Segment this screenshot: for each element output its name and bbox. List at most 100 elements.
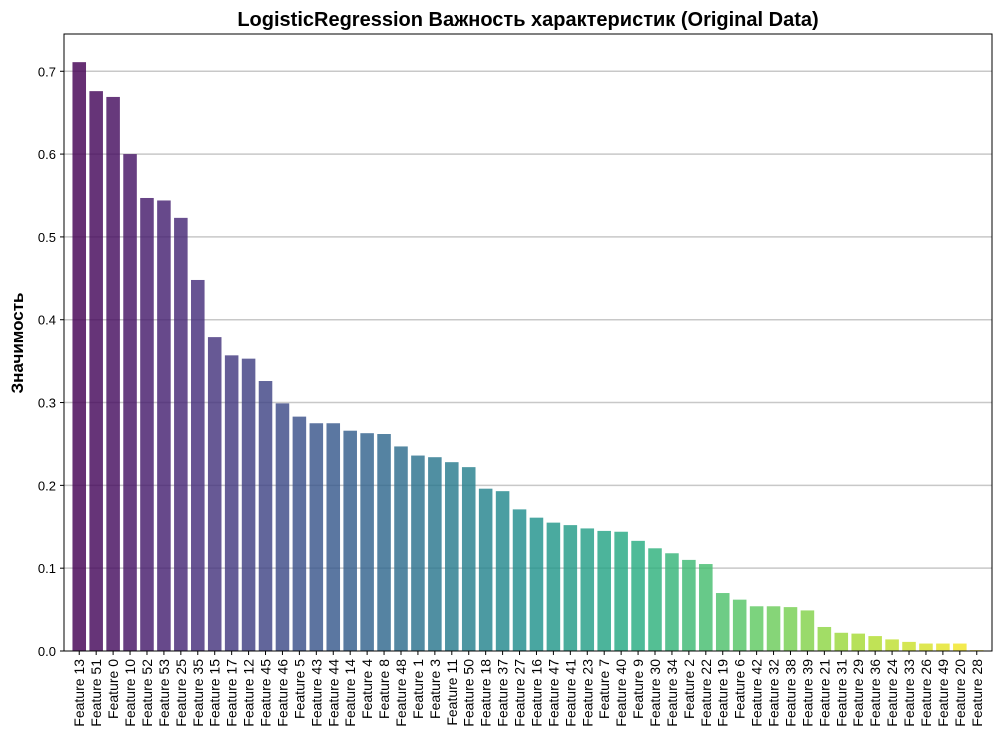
x-tick-label: Feature 12 bbox=[241, 659, 257, 727]
y-axis-label: Значимость bbox=[8, 292, 27, 393]
x-tick-label: Feature 0 bbox=[105, 659, 121, 719]
y-tick-label: 0.0 bbox=[38, 644, 56, 659]
x-tick-label: Feature 10 bbox=[122, 659, 138, 727]
bar bbox=[140, 197, 154, 652]
y-tick-label: 0.2 bbox=[38, 478, 56, 493]
bar bbox=[902, 641, 916, 651]
bar bbox=[648, 548, 662, 651]
bar bbox=[191, 279, 205, 651]
bar bbox=[106, 96, 120, 651]
bar bbox=[360, 433, 374, 651]
x-tick-label: Feature 7 bbox=[596, 659, 612, 719]
bar bbox=[495, 491, 510, 651]
x-tick-label: Feature 39 bbox=[799, 659, 815, 727]
bar bbox=[783, 607, 798, 651]
x-tick-label: Feature 28 bbox=[969, 659, 985, 727]
x-axis-ticks: Feature 13 Feature 51 Feature 0 Feature 10 F… bbox=[71, 651, 985, 727]
y-tick-label: 0.1 bbox=[38, 561, 56, 576]
y-tick-label: 0.3 bbox=[38, 396, 56, 411]
x-tick-label: Feature 47 bbox=[545, 659, 561, 727]
bar bbox=[614, 531, 628, 651]
bar bbox=[563, 525, 578, 651]
bar bbox=[275, 403, 290, 651]
x-tick-label: Feature 33 bbox=[901, 659, 917, 727]
x-tick-label: Feature 49 bbox=[935, 659, 951, 727]
bar bbox=[665, 553, 679, 651]
chart-title: LogisticRegression Важность характеристи… bbox=[237, 9, 818, 31]
x-tick-label: Feature 19 bbox=[715, 659, 731, 727]
x-tick-label: Feature 14 bbox=[342, 659, 358, 727]
x-tick-label: Feature 51 bbox=[88, 659, 104, 727]
bar bbox=[411, 455, 425, 651]
bar bbox=[732, 599, 747, 651]
x-tick-label: Feature 50 bbox=[461, 659, 477, 727]
bar bbox=[512, 509, 527, 651]
x-tick-label: Feature 24 bbox=[884, 659, 900, 727]
bar bbox=[292, 416, 307, 651]
y-axis-ticks: 0.0 0.1 0.2 0.3 0.4 0.5 0.6 0.7 bbox=[38, 64, 64, 659]
x-tick-label: Feature 20 bbox=[952, 659, 968, 727]
x-tick-label: Feature 36 bbox=[867, 659, 883, 727]
x-tick-label: Feature 42 bbox=[749, 659, 765, 727]
bar bbox=[546, 522, 561, 651]
bar bbox=[343, 430, 357, 651]
bar bbox=[309, 423, 324, 651]
y-tick-label: 0.5 bbox=[38, 230, 56, 245]
bar bbox=[851, 633, 865, 651]
x-tick-label: Feature 31 bbox=[833, 659, 849, 727]
bar bbox=[461, 467, 476, 651]
y-tick-label: 0.6 bbox=[38, 147, 56, 162]
x-tick-label: Feature 9 bbox=[630, 659, 646, 719]
x-tick-label: Feature 22 bbox=[698, 659, 714, 727]
x-tick-label: Feature 3 bbox=[427, 659, 443, 719]
y-tick-label: 0.7 bbox=[38, 64, 56, 79]
y-tick-label: 0.4 bbox=[38, 313, 56, 328]
bar bbox=[394, 446, 408, 651]
x-tick-label: Feature 48 bbox=[393, 659, 409, 727]
bar bbox=[699, 564, 713, 651]
x-tick-label: Feature 18 bbox=[478, 659, 494, 727]
bar bbox=[157, 200, 171, 651]
x-tick-label: Feature 13 bbox=[71, 659, 87, 727]
bar bbox=[766, 606, 781, 651]
x-tick-label: Feature 41 bbox=[562, 659, 578, 727]
bar bbox=[936, 643, 950, 651]
bar bbox=[174, 217, 188, 652]
bar bbox=[529, 517, 544, 651]
bar bbox=[817, 626, 832, 651]
plot-frame bbox=[63, 33, 993, 652]
bar bbox=[89, 91, 103, 651]
bar bbox=[631, 540, 645, 651]
x-tick-label: Feature 43 bbox=[308, 659, 324, 727]
x-tick-label: Feature 44 bbox=[325, 659, 341, 727]
x-tick-label: Feature 8 bbox=[376, 659, 392, 719]
bar bbox=[885, 639, 899, 651]
x-tick-label: Feature 40 bbox=[613, 659, 629, 727]
x-tick-label: Feature 6 bbox=[732, 659, 748, 719]
x-tick-label: Feature 34 bbox=[664, 659, 680, 727]
x-tick-label: Feature 5 bbox=[291, 659, 307, 719]
bar bbox=[580, 528, 595, 651]
bar bbox=[241, 358, 256, 651]
x-tick-label: Feature 30 bbox=[647, 659, 663, 727]
x-tick-label: Feature 4 bbox=[359, 659, 375, 719]
bar bbox=[445, 462, 459, 651]
x-tick-label: Feature 15 bbox=[207, 659, 223, 727]
x-tick-label: Feature 23 bbox=[579, 659, 595, 727]
bar bbox=[800, 610, 815, 651]
x-tick-label: Feature 1 bbox=[410, 659, 426, 719]
x-tick-label: Feature 21 bbox=[816, 659, 832, 727]
x-tick-label: Feature 11 bbox=[444, 659, 460, 726]
bar bbox=[715, 593, 730, 651]
x-tick-label: Feature 32 bbox=[766, 659, 782, 727]
x-tick-label: Feature 38 bbox=[782, 659, 798, 727]
x-tick-label: Feature 29 bbox=[850, 659, 866, 727]
x-tick-label: Feature 53 bbox=[156, 659, 172, 727]
x-tick-label: Feature 37 bbox=[495, 659, 511, 727]
bar bbox=[953, 643, 967, 651]
x-tick-label: Feature 27 bbox=[512, 659, 528, 727]
bar bbox=[749, 606, 764, 651]
bar bbox=[377, 434, 391, 651]
